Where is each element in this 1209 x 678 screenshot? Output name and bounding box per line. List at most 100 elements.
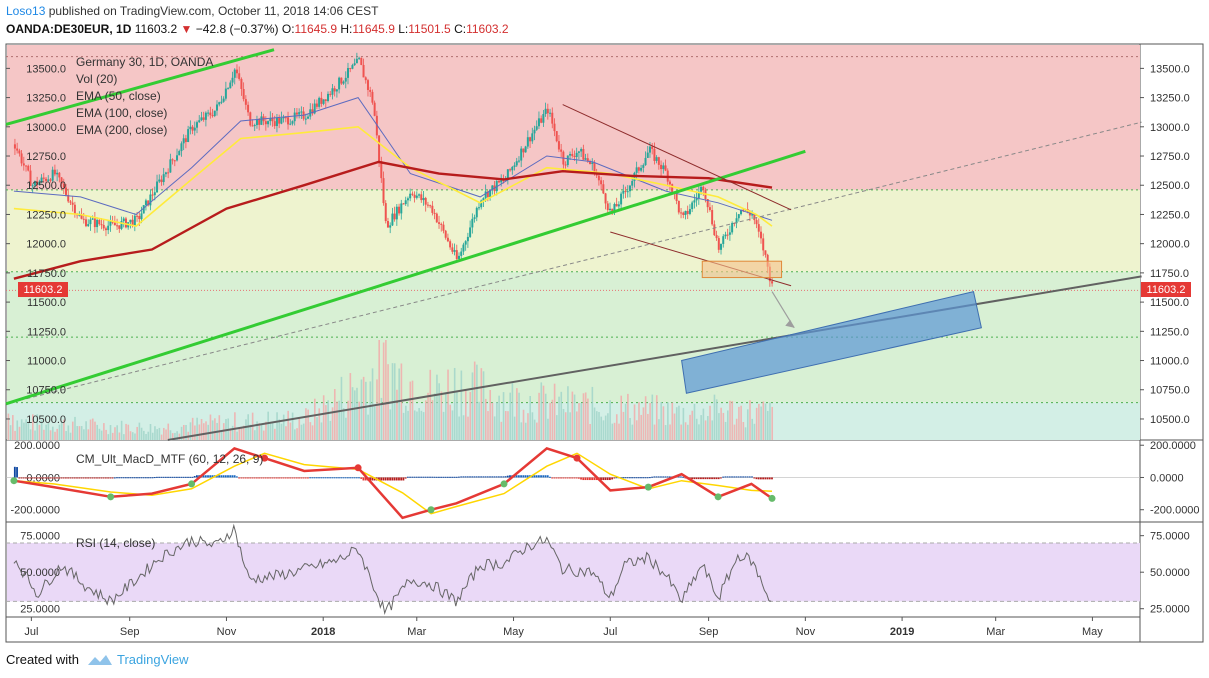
candle-body bbox=[322, 99, 325, 104]
volume-bar bbox=[733, 424, 736, 440]
macd-histogram-bar bbox=[360, 477, 363, 479]
macd-histogram-bar bbox=[353, 477, 356, 479]
price-axis-label-left: 13000.0 bbox=[26, 122, 66, 134]
volume-bar bbox=[367, 414, 369, 440]
macd-histogram-bar bbox=[560, 477, 562, 479]
time-axis-label: Mar bbox=[407, 626, 426, 638]
candle-body bbox=[722, 236, 725, 244]
footer-tradingview-link[interactable]: TradingView bbox=[116, 652, 189, 667]
candle-body bbox=[335, 89, 338, 92]
volume-bar bbox=[171, 433, 174, 440]
volume-bar bbox=[540, 382, 543, 440]
price-change: −42.8 (−0.37%) bbox=[195, 22, 279, 36]
candle-body bbox=[653, 148, 656, 161]
close-value: 11603.2 bbox=[466, 22, 509, 36]
volume-bar bbox=[591, 386, 594, 440]
candle-body bbox=[584, 158, 587, 160]
price-axis-label: 10500.0 bbox=[1150, 414, 1190, 426]
macd-histogram-bar bbox=[506, 475, 509, 478]
volume-bar bbox=[63, 419, 65, 440]
candle-body bbox=[571, 153, 574, 156]
candle-body bbox=[484, 191, 487, 199]
candle-body bbox=[133, 215, 136, 227]
volume-bar bbox=[129, 431, 132, 440]
candle-body bbox=[622, 190, 625, 194]
candle-body bbox=[462, 244, 465, 252]
volume-bar bbox=[738, 406, 740, 440]
time-axis-label: Sep bbox=[120, 626, 140, 638]
volume-bar bbox=[305, 408, 307, 440]
candle-body bbox=[96, 219, 99, 228]
volume-bar bbox=[298, 417, 301, 440]
macd-histogram-bar bbox=[189, 476, 192, 478]
price-axis-label-left: 12500.0 bbox=[26, 180, 66, 192]
candle-body bbox=[726, 234, 729, 236]
candle-body bbox=[637, 167, 640, 171]
candle-body bbox=[497, 181, 500, 183]
price-axis: 10500.0 10500.0 10750.0 10750.0 11000.0 11000… bbox=[6, 63, 1190, 426]
macd-histogram-bar bbox=[466, 476, 469, 478]
volume-bar bbox=[287, 410, 289, 440]
volume-bar bbox=[640, 414, 643, 440]
macd-histogram-bar bbox=[446, 476, 449, 478]
macd-histogram-bar bbox=[227, 475, 229, 478]
volume-bar bbox=[493, 416, 496, 440]
volume-bar bbox=[38, 424, 41, 440]
candle-body bbox=[327, 93, 330, 101]
macd-histogram-bar bbox=[500, 476, 503, 478]
macd-histogram-bar bbox=[224, 475, 227, 478]
volume-bar bbox=[185, 424, 187, 440]
candle-body bbox=[686, 210, 689, 214]
volume-bar bbox=[760, 406, 762, 440]
candle-body bbox=[224, 88, 227, 99]
volume-bar bbox=[669, 424, 671, 440]
macd-histogram-bar bbox=[413, 476, 416, 478]
macd-axis-label: 200.0000 bbox=[1150, 440, 1196, 452]
volume-bar bbox=[691, 410, 694, 440]
price-tag-right-text: 11603.2 bbox=[1147, 284, 1186, 296]
candle-body bbox=[433, 212, 436, 214]
volume-bar bbox=[620, 395, 623, 440]
candle-body bbox=[395, 206, 398, 220]
volume-bar bbox=[209, 414, 212, 440]
candle-body bbox=[102, 224, 105, 229]
candle-body bbox=[184, 138, 187, 143]
macd-histogram-bar bbox=[455, 476, 458, 478]
volume-bar bbox=[125, 423, 127, 440]
candle-body bbox=[282, 117, 285, 119]
volume-bar bbox=[436, 374, 438, 440]
macd-histogram-bar bbox=[746, 476, 749, 478]
candle-body bbox=[164, 172, 167, 175]
volume-bar bbox=[234, 412, 236, 440]
macd-histogram-bar bbox=[593, 477, 596, 481]
volume-bar bbox=[276, 412, 278, 440]
candle-body bbox=[131, 219, 134, 227]
candle-body bbox=[473, 217, 476, 219]
candle-body bbox=[271, 118, 274, 122]
macd-histogram-bar bbox=[247, 477, 249, 479]
macd-histogram-bar bbox=[389, 477, 391, 481]
price-axis-label-left: 12250.0 bbox=[26, 209, 66, 221]
macd-histogram-bar bbox=[726, 476, 729, 478]
macd-histogram-bar bbox=[404, 477, 407, 479]
candle-body bbox=[49, 179, 52, 181]
macd-histogram-bar bbox=[113, 477, 116, 479]
candle-body bbox=[702, 186, 705, 191]
price-axis-label: 11500.0 bbox=[1150, 297, 1189, 309]
volume-bar bbox=[56, 428, 59, 440]
volume-bar bbox=[507, 411, 509, 440]
candle-body bbox=[755, 220, 758, 225]
volume-bar bbox=[447, 369, 449, 440]
candle-body bbox=[724, 234, 727, 237]
author-link[interactable]: Loso13 bbox=[6, 4, 46, 18]
macd-histogram-bar bbox=[149, 477, 152, 479]
candle-body bbox=[362, 64, 365, 78]
candle-body bbox=[613, 204, 616, 213]
volume-bar bbox=[420, 410, 423, 440]
macd-histogram-bar bbox=[298, 477, 300, 479]
candle-body bbox=[142, 205, 145, 214]
macd-histogram-bar bbox=[438, 476, 440, 478]
volume-bar bbox=[702, 408, 705, 440]
volume-bar bbox=[325, 405, 327, 440]
